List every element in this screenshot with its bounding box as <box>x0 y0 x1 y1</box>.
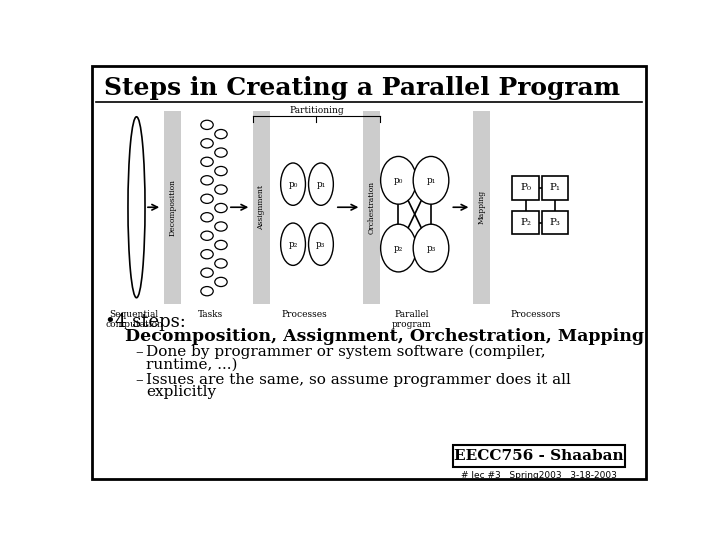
Text: Assignment: Assignment <box>257 185 265 230</box>
Text: –: – <box>135 345 143 359</box>
Text: P₃: P₃ <box>549 218 560 227</box>
Text: Steps in Creating a Parallel Program: Steps in Creating a Parallel Program <box>104 76 620 100</box>
Ellipse shape <box>215 148 228 157</box>
Ellipse shape <box>215 222 228 231</box>
Bar <box>163 111 181 303</box>
Text: p₀: p₀ <box>394 176 403 185</box>
Ellipse shape <box>215 259 228 268</box>
Text: p₁: p₁ <box>316 180 325 188</box>
Ellipse shape <box>201 287 213 296</box>
Text: p₂: p₂ <box>289 240 298 249</box>
Ellipse shape <box>201 120 213 130</box>
Ellipse shape <box>281 163 305 205</box>
Text: EECC756 - Shaaban: EECC756 - Shaaban <box>454 449 624 463</box>
Bar <box>542 177 568 200</box>
Text: Mapping: Mapping <box>477 190 485 224</box>
Text: Sequential
computation: Sequential computation <box>105 309 163 329</box>
Text: P₂: P₂ <box>520 218 531 227</box>
Text: Done by programmer or system software (compiler,: Done by programmer or system software (c… <box>145 345 546 360</box>
Ellipse shape <box>201 176 213 185</box>
Text: Processors: Processors <box>510 309 561 319</box>
Text: runtime, ...): runtime, ...) <box>145 357 238 372</box>
Ellipse shape <box>201 194 213 204</box>
Text: 4 steps:: 4 steps: <box>114 313 186 330</box>
Ellipse shape <box>215 240 228 249</box>
Text: p₂: p₂ <box>394 244 403 253</box>
Text: P₀: P₀ <box>520 184 531 192</box>
Ellipse shape <box>309 223 333 265</box>
Text: Orchestration: Orchestration <box>367 181 375 234</box>
Ellipse shape <box>201 213 213 222</box>
Bar <box>513 177 539 200</box>
Text: Processes: Processes <box>282 309 328 319</box>
Text: Issues are the same, so assume programmer does it all: Issues are the same, so assume programme… <box>145 373 571 387</box>
Text: •: • <box>104 313 114 330</box>
Text: –: – <box>135 373 143 387</box>
Ellipse shape <box>215 204 228 213</box>
Ellipse shape <box>281 223 305 265</box>
Bar <box>542 211 568 234</box>
Ellipse shape <box>309 163 333 205</box>
Bar <box>513 211 539 234</box>
Text: Parallel
program: Parallel program <box>392 309 431 329</box>
Bar <box>473 111 490 303</box>
Ellipse shape <box>381 157 416 204</box>
Text: p₀: p₀ <box>289 180 298 188</box>
Text: Partitioning: Partitioning <box>289 106 343 115</box>
Ellipse shape <box>215 278 228 287</box>
Bar <box>453 445 625 467</box>
Bar <box>363 111 380 303</box>
Ellipse shape <box>215 185 228 194</box>
Ellipse shape <box>201 268 213 278</box>
Ellipse shape <box>201 231 213 240</box>
Ellipse shape <box>201 157 213 166</box>
Text: explicitly: explicitly <box>145 385 216 399</box>
Ellipse shape <box>215 166 228 176</box>
Ellipse shape <box>413 157 449 204</box>
Ellipse shape <box>413 224 449 272</box>
Text: Decomposition: Decomposition <box>168 179 176 236</box>
Ellipse shape <box>128 117 145 298</box>
Text: p₁: p₁ <box>426 176 436 185</box>
Text: p₃: p₃ <box>426 244 436 253</box>
Text: Tasks: Tasks <box>197 309 222 319</box>
Ellipse shape <box>201 139 213 148</box>
Ellipse shape <box>381 224 416 272</box>
Ellipse shape <box>215 130 228 139</box>
Bar <box>253 111 270 303</box>
Text: # lec #3   Spring2003   3-18-2003: # lec #3 Spring2003 3-18-2003 <box>461 471 616 481</box>
Text: p₃: p₃ <box>316 240 325 249</box>
Ellipse shape <box>201 249 213 259</box>
Text: Decomposition, Assignment, Orchestration, Mapping: Decomposition, Assignment, Orchestration… <box>125 328 644 345</box>
Text: P₁: P₁ <box>549 184 560 192</box>
